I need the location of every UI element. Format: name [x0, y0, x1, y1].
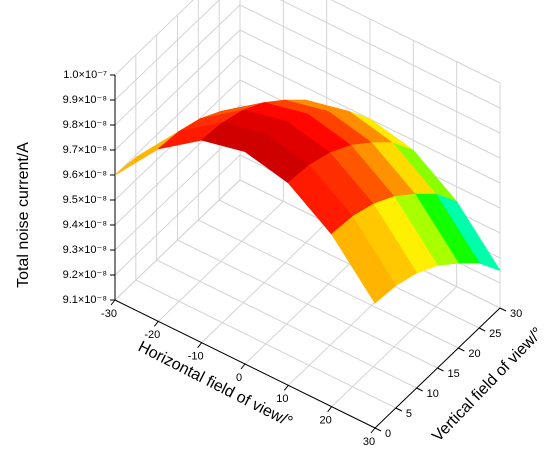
floor-grid-line — [198, 219, 459, 349]
z-tick-label: 9.9×10⁻⁸ — [63, 94, 107, 106]
back-grid-line — [239, 4, 501, 134]
z-tick-label: 9.4×10⁻⁸ — [63, 219, 107, 231]
x-tick-label: 0 — [236, 372, 242, 384]
y-tick-label: 10 — [427, 388, 439, 400]
x-tick-label: -10 — [188, 351, 204, 363]
y-tick-label: 30 — [510, 308, 522, 320]
x-tick-label: -30 — [101, 308, 117, 320]
x-tick-label: 20 — [320, 415, 332, 427]
back-grid-line — [239, 29, 501, 159]
side-grid-line — [114, 179, 241, 301]
x-tick-label: 10 — [276, 393, 288, 405]
z-tick-label: 9.6×10⁻⁸ — [63, 169, 107, 181]
z-tick-label: 9.5×10⁻⁸ — [63, 194, 107, 206]
z-tick-label: 9.8×10⁻⁸ — [63, 119, 107, 131]
x-tick — [240, 363, 246, 370]
side-grid-line — [114, 129, 241, 251]
side-grid-line — [114, 54, 241, 176]
z-tick-label: 9.2×10⁻⁸ — [63, 269, 107, 281]
x-axis-title: Horizontal field of view/° — [135, 338, 295, 431]
back-grid-line — [330, 0, 501, 84]
x-tick — [327, 406, 333, 412]
y-tick-label: 5 — [406, 408, 412, 420]
x-tick — [370, 427, 376, 434]
surface-patch — [331, 216, 397, 304]
z-axis-title: Total noise current/A — [15, 142, 32, 288]
y-tick — [395, 407, 403, 412]
floor-grid-line — [135, 279, 397, 409]
side-grid-line — [114, 154, 241, 276]
z-tick-label: 9.3×10⁻⁸ — [63, 244, 107, 256]
x-tick-label: -20 — [144, 329, 160, 341]
y-tick-label: 0 — [385, 428, 391, 440]
side-grid-line — [114, 4, 241, 126]
side-grid-line — [114, 0, 194, 76]
y-tick — [374, 427, 382, 432]
y-tick — [458, 347, 465, 352]
x-tick — [153, 321, 159, 327]
side-grid-line — [114, 0, 220, 101]
y-tick — [416, 387, 423, 392]
z-tick-label: 9.1×10⁻⁸ — [63, 294, 107, 306]
y-tick — [478, 327, 486, 332]
y-tick — [437, 367, 444, 372]
side-grid-line — [114, 29, 241, 151]
y-tick — [499, 307, 507, 312]
z-tick-label: 9.7×10⁻⁸ — [63, 144, 107, 156]
floor-grid-line — [156, 259, 417, 389]
floor-grid-line — [218, 199, 480, 329]
z-tick-label: 1.0×10⁻⁷ — [63, 69, 107, 81]
y-tick-label: 25 — [489, 328, 501, 340]
x-tick-label: 30 — [363, 436, 375, 448]
x-tick — [283, 385, 289, 391]
y-tick-label: 15 — [448, 368, 460, 380]
x-tick — [197, 342, 203, 348]
back-grid-line — [279, 0, 501, 109]
x-tick — [110, 299, 116, 306]
y-tick-label: 20 — [468, 348, 480, 360]
floor-grid-line — [177, 239, 438, 369]
surface-patch — [114, 130, 180, 176]
